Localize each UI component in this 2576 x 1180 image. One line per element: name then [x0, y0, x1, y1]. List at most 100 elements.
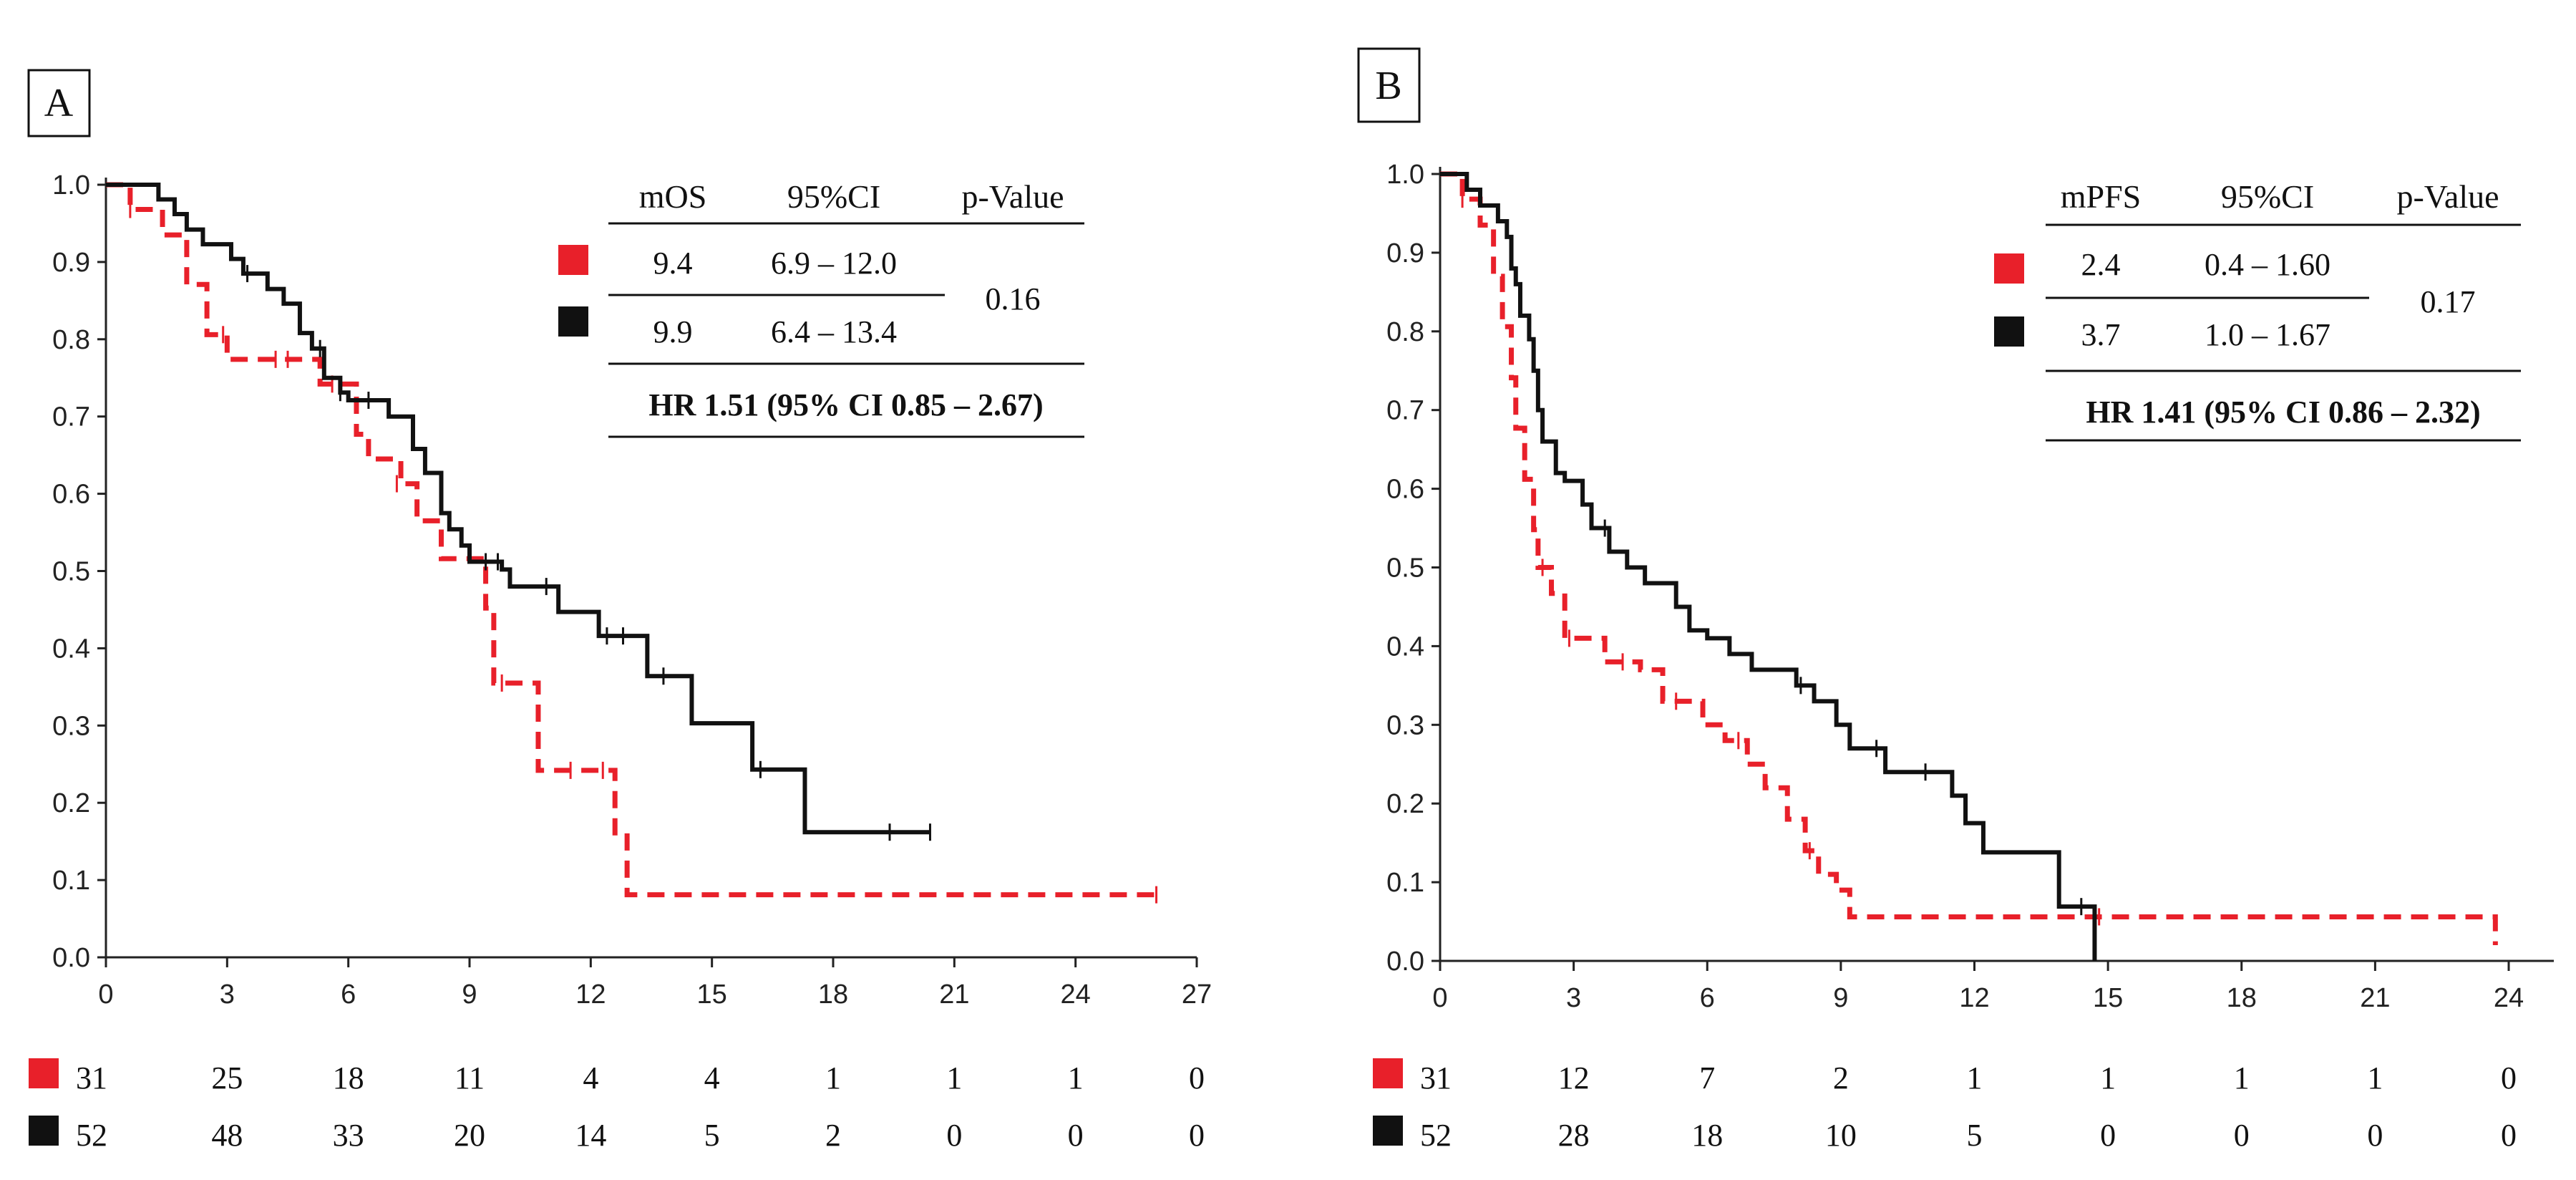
at-risk-a-red-value: 31	[76, 1060, 107, 1096]
panel-a: A 0.0 0.1 0.2 0.3 0.4 0.5 0.6 0.7 0.8 0.9 1.0 0 3 6 9 1…	[27, 69, 1212, 1153]
at-risk-b-red-value: 1	[2100, 1060, 2116, 1096]
at-risk-b-black-value: 28	[1558, 1118, 1590, 1153]
survival-curve-a-black	[106, 183, 930, 835]
table-b-red-ci: 0.4 – 1.60	[2205, 247, 2330, 282]
y-tick-label-b: 0.5	[1386, 553, 1424, 584]
at-risk-b-black-value: 10	[1825, 1118, 1857, 1153]
at-risk-a-black-value: 5	[704, 1118, 720, 1153]
at-risk-b-black-value: 0	[2367, 1118, 2383, 1153]
x-tick-label-a: 3	[220, 980, 235, 1010]
table-a-legend-black-icon	[558, 306, 588, 337]
panel-b-label-box	[1357, 47, 1421, 123]
x-tick-label-a: 21	[939, 980, 969, 1010]
at-risk-a-red-value: 4	[583, 1060, 598, 1096]
y-tick-label-a: 0.7	[52, 402, 90, 432]
table-b-black-ci: 1.0 – 1.67	[2205, 317, 2330, 352]
y-tick-label-b: 0.7	[1386, 396, 1424, 426]
survival-curve-b-black	[1440, 172, 2097, 961]
x-tick-label-a: 9	[462, 980, 477, 1010]
table-a-red-ci: 6.9 – 12.0	[771, 246, 897, 281]
x-tick-label-b: 3	[1566, 983, 1581, 1013]
y-tick-label-b: 0.2	[1386, 789, 1424, 819]
panel-b-plot: 0.0 0.1 0.2 0.3 0.4 0.5 0.6 0.7 0.8 0.9 1.0 0 3 6 9 12 1…	[1386, 160, 2554, 1013]
y-tick-label-a: 0.5	[52, 557, 90, 587]
at-risk-a-red-value: 18	[333, 1060, 364, 1096]
panel-a-label: A	[44, 81, 74, 125]
x-tick-label-a: 18	[818, 980, 848, 1010]
y-tick-label-a: 0.9	[52, 248, 90, 278]
at-risk-b-red-value: 2	[1833, 1060, 1849, 1096]
at-risk-a-black-value: 33	[333, 1118, 364, 1153]
at-risk-a-black-value: 0	[946, 1118, 962, 1153]
x-tick-label-b: 24	[2494, 983, 2524, 1013]
at-risk-a-black-value: 0	[1189, 1118, 1205, 1153]
at-risk-b-red-value: 0	[2501, 1060, 2517, 1096]
table-b-legend-black-icon	[1994, 316, 2024, 347]
at-risk-a-red-value: 11	[455, 1060, 485, 1096]
at-risk-b-red-value: 1	[2234, 1060, 2250, 1096]
x-tick-label-a: 6	[341, 980, 356, 1010]
panel-a-at-risk-table: 31 25 18 11 4 4 1 1 1 052 48 33 20 14 5 2 0 0 0	[29, 1058, 1205, 1153]
at-risk-b-black-value: 0	[2100, 1118, 2116, 1153]
y-tick-label-b: 0.3	[1386, 710, 1424, 740]
at-risk-b-black-value: 0	[2501, 1118, 2517, 1153]
y-tick-label-b: 0.6	[1386, 475, 1424, 505]
at-risk-a-red-value: 4	[704, 1060, 720, 1096]
x-tick-label-b: 15	[2093, 983, 2123, 1013]
y-tick-label-b: 1.0	[1386, 160, 1424, 190]
x-tick-label-a: 15	[697, 980, 727, 1010]
x-tick-label-b: 0	[1432, 983, 1447, 1013]
table-a-header-pvalue: p-Value	[961, 178, 1064, 215]
at-risk-b-black-value: 5	[1967, 1118, 1983, 1153]
table-b-pvalue: 0.17	[2421, 284, 2476, 319]
at-risk-b-black-value: 0	[2234, 1118, 2250, 1153]
at-risk-b-black-value: 18	[1691, 1118, 1723, 1153]
at-risk-a-red-value: 25	[211, 1060, 243, 1096]
y-tick-label-b: 0.8	[1386, 317, 1424, 347]
table-b-header-median: mPFS	[2061, 178, 2142, 215]
y-tick-label-a: 0.3	[52, 711, 90, 741]
table-b-header-ci: 95%CI	[2221, 178, 2314, 215]
panel-b-summary-table: mPFS 95%CI p-Value 2.4 0.4 – 1.60 0.17 3…	[1994, 178, 2521, 442]
survival-curve-a-red	[106, 182, 1157, 898]
y-tick-label-b: 0.0	[1386, 947, 1424, 977]
at-risk-b-red-value: 31	[1420, 1060, 1452, 1096]
panel-a-plot: 0.0 0.1 0.2 0.3 0.4 0.5 0.6 0.7 0.8 0.9 1.0 0 3 6 9 12 1…	[52, 170, 1212, 1010]
at-risk-a-black-value: 20	[454, 1118, 485, 1153]
x-tick-label-a: 12	[575, 980, 606, 1010]
at-risk-b-red-value: 1	[2367, 1060, 2383, 1096]
table-a-pvalue: 0.16	[986, 281, 1041, 316]
at-risk-a-red-value: 1	[825, 1060, 841, 1096]
table-a-black-ci: 6.4 – 13.4	[771, 314, 897, 349]
y-tick-label-b: 0.9	[1386, 238, 1424, 269]
y-tick-label-a: 1.0	[52, 170, 90, 200]
panel-a-label-box	[27, 69, 91, 137]
panel-b-at-risk-table: 31 12 7 2 1 1 1 1 052 28 18 10 5 0 0 0 0	[1373, 1058, 2517, 1153]
y-tick-label-a: 0.2	[52, 788, 90, 818]
x-tick-label-a: 27	[1182, 980, 1212, 1010]
at-risk-a-black-value: 52	[76, 1118, 107, 1153]
at-risk-a-black-value: 48	[211, 1118, 243, 1153]
table-a-legend-red-icon	[558, 245, 588, 275]
at-risk-a-red-value: 1	[946, 1060, 962, 1096]
table-a-red-median: 9.4	[653, 246, 693, 281]
at-risk-a-red-value: 0	[1189, 1060, 1205, 1096]
panel-b: B 0.0 0.1 0.2 0.3 0.4 0.5 0.6 0.7 0.8 0.9 1.0 0 3 6 9 1…	[1357, 47, 2554, 1153]
table-b-red-median: 2.4	[2081, 247, 2121, 282]
x-tick-label-b: 12	[1959, 983, 1989, 1013]
at-risk-a-black-value: 0	[1068, 1118, 1084, 1153]
x-tick-label-a: 24	[1061, 980, 1091, 1010]
at-risk-b-red-value: 12	[1558, 1060, 1590, 1096]
at-risk-a-black-value: 2	[825, 1118, 841, 1153]
y-tick-label-a: 0.6	[52, 480, 90, 510]
table-b-black-median: 3.7	[2081, 317, 2121, 352]
panel-a-summary-table: mOS 95%CI p-Value 9.4 6.9 – 12.0 0.16 9.…	[558, 178, 1084, 438]
y-tick-label-a: 0.0	[52, 943, 90, 973]
y-tick-label-b: 0.1	[1386, 868, 1424, 898]
risk-a-red-icon	[29, 1058, 59, 1088]
risk-b-black-icon	[1373, 1116, 1403, 1146]
survival-curve-b-red	[1440, 171, 2498, 946]
y-tick-label-a: 0.4	[52, 634, 90, 664]
table-a-black-median: 9.9	[653, 314, 693, 349]
